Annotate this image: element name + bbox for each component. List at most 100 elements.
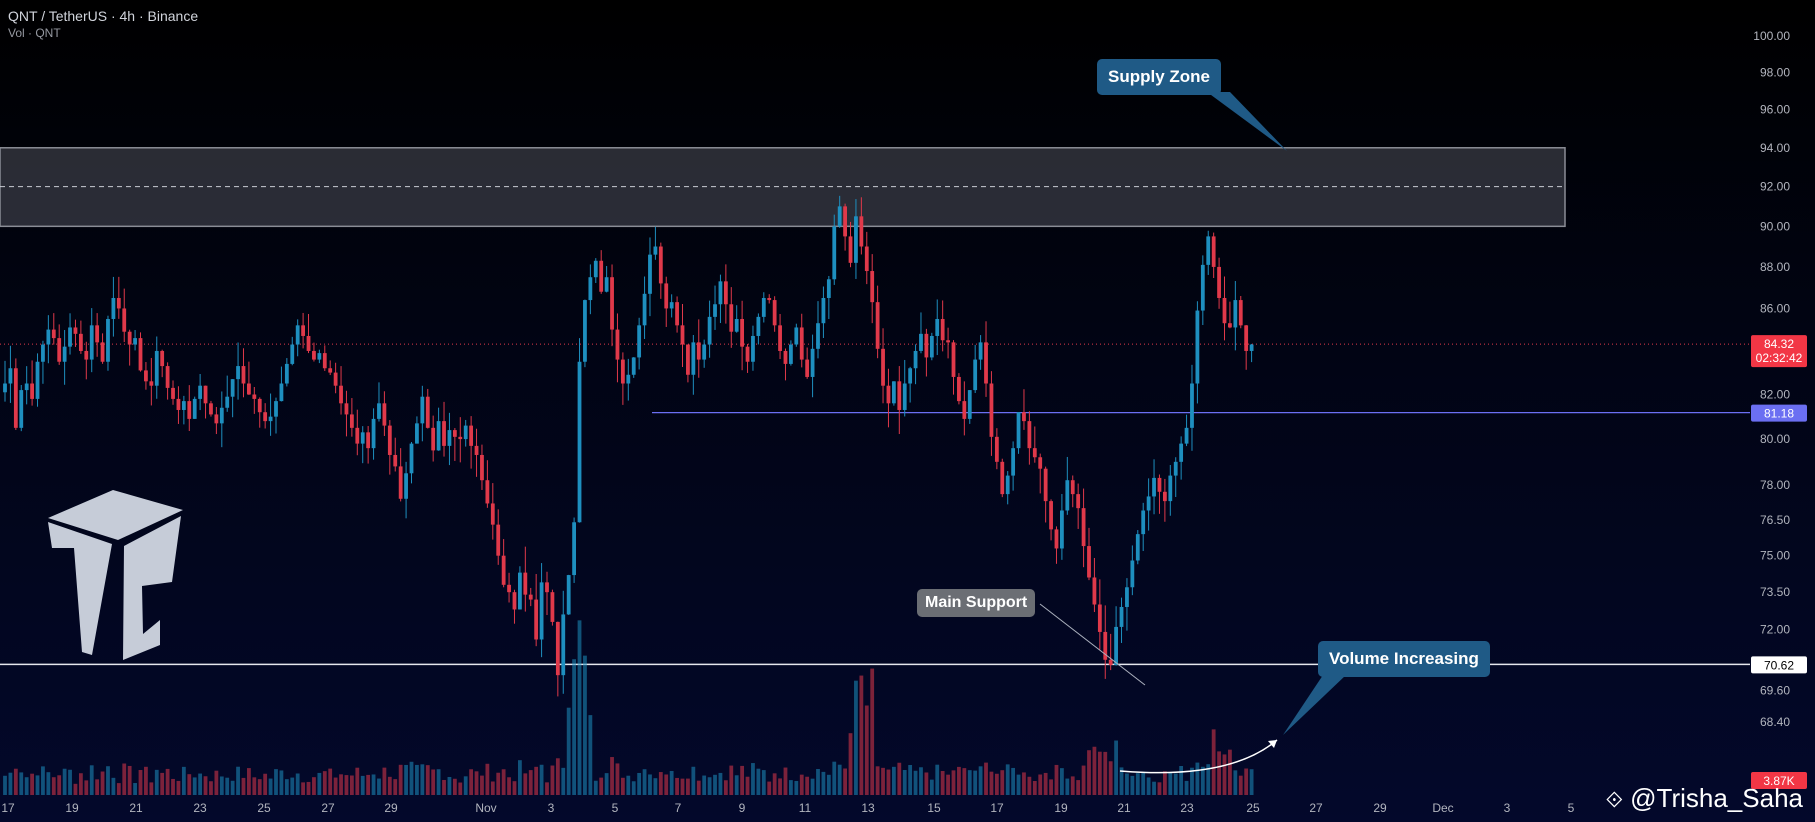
candle-body xyxy=(1022,412,1026,422)
candle-body xyxy=(133,338,137,345)
x-tick-label: 21 xyxy=(1117,801,1131,815)
candle xyxy=(637,317,642,370)
candle-body xyxy=(344,403,349,415)
volume-indicator-label[interactable]: Vol · QNT xyxy=(8,26,61,40)
candle-body xyxy=(1097,604,1102,632)
supply-zone-box xyxy=(0,147,1566,228)
candle-body xyxy=(566,575,571,615)
logo-right xyxy=(123,516,181,660)
candle xyxy=(778,313,782,360)
volume-bar xyxy=(247,768,251,795)
candle xyxy=(989,371,994,456)
candle xyxy=(1228,301,1232,329)
volume-bar xyxy=(1146,777,1151,795)
volume-bar xyxy=(214,770,219,795)
candle-body xyxy=(176,398,181,410)
candle-body xyxy=(46,329,51,345)
candle-body xyxy=(545,582,549,593)
candle-body xyxy=(778,325,782,351)
candle-body xyxy=(1114,626,1118,665)
volume-trend-arrowhead xyxy=(1268,740,1277,748)
y-tick-label: 72.00 xyxy=(1760,622,1790,636)
candle-body xyxy=(51,329,56,339)
volume-bar xyxy=(837,764,842,795)
candle-body xyxy=(789,344,793,364)
volume-bar xyxy=(1135,773,1140,795)
candle-body xyxy=(826,279,831,298)
volume-bar xyxy=(610,757,614,795)
candle-body xyxy=(100,342,105,362)
main-support-price-tag-bg xyxy=(1751,656,1807,674)
candle-body xyxy=(696,342,701,360)
candle xyxy=(620,352,625,405)
candle-body xyxy=(794,327,799,345)
candle-body xyxy=(371,418,376,449)
volume-bar xyxy=(745,776,750,795)
supply-zone-callout[interactable]: Supply Zone xyxy=(1097,59,1221,95)
volume-bar xyxy=(756,768,761,795)
candle-body xyxy=(534,599,539,640)
y-tick-label: 78.00 xyxy=(1760,478,1790,492)
candle xyxy=(1157,474,1162,514)
volume-bar xyxy=(1119,767,1124,795)
volume-bar xyxy=(366,774,371,795)
volume-bar xyxy=(398,764,403,795)
main-support-callout[interactable]: Main Support xyxy=(917,589,1036,617)
volume-bar xyxy=(474,771,479,795)
volume-bar xyxy=(306,781,311,795)
candle-body xyxy=(409,443,414,474)
volume-bar xyxy=(1173,773,1178,795)
candle xyxy=(978,335,983,370)
volume-bar xyxy=(577,620,582,795)
candle-body xyxy=(187,401,192,419)
candle-body xyxy=(41,344,45,362)
volume-bar xyxy=(534,766,539,795)
candle xyxy=(51,313,56,345)
volume-bar xyxy=(1114,740,1118,795)
candle xyxy=(1000,458,1005,498)
candle xyxy=(322,345,327,371)
candle-body xyxy=(219,407,224,424)
candle-body xyxy=(561,614,566,676)
volume-bar xyxy=(669,770,674,795)
volume-bar xyxy=(805,776,810,795)
candle xyxy=(1233,281,1238,351)
symbol-title[interactable]: QNT / TetherUS · 4h · Binance xyxy=(8,8,199,24)
y-tick-label: 100.00 xyxy=(1753,29,1790,43)
candle xyxy=(707,300,712,358)
candle xyxy=(593,258,598,283)
candle-body xyxy=(593,260,598,278)
candle xyxy=(295,319,300,357)
volume-bar xyxy=(19,772,24,795)
candle xyxy=(73,319,78,347)
volume-bar xyxy=(864,705,869,795)
volume-bar xyxy=(111,777,116,795)
volume-bar xyxy=(929,779,934,795)
volume-bar xyxy=(8,772,13,795)
candle-body xyxy=(929,335,934,358)
volume-bar xyxy=(561,767,566,795)
volume-bar xyxy=(420,764,425,795)
candle-body xyxy=(306,335,311,351)
volume-bar xyxy=(875,766,880,795)
volume-bar xyxy=(51,777,56,795)
volume-bar xyxy=(203,776,208,795)
volume-bar xyxy=(1228,749,1232,795)
candle-body xyxy=(962,401,967,419)
candle-body xyxy=(854,216,858,263)
volume-bar xyxy=(555,758,560,795)
candle-body xyxy=(458,436,463,440)
candle xyxy=(1190,364,1194,451)
candle xyxy=(89,308,94,373)
candle xyxy=(225,375,230,412)
volume-bar xyxy=(301,782,305,795)
main-support-price-tag: 70.62 xyxy=(1751,656,1807,674)
candle xyxy=(268,393,273,436)
candle-body xyxy=(469,425,474,446)
volume-increasing-callout[interactable]: Volume Increasing xyxy=(1318,641,1490,677)
candle-body xyxy=(317,353,322,360)
candle xyxy=(230,379,235,418)
support-price-tag-text: 81.18 xyxy=(1764,407,1794,421)
candle xyxy=(951,340,956,395)
